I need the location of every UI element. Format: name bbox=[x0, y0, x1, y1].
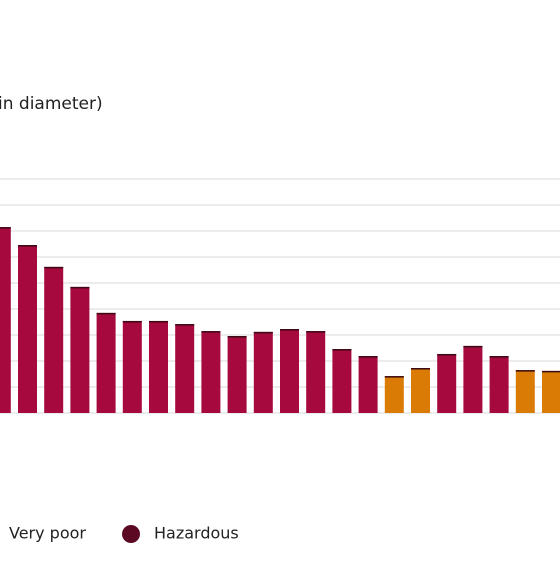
bar-cap bbox=[515, 370, 535, 372]
bar-cap bbox=[227, 336, 247, 338]
bar bbox=[515, 370, 535, 413]
chart-title: in diameter) bbox=[0, 94, 103, 114]
bar-cap bbox=[149, 320, 168, 323]
bar bbox=[253, 331, 273, 413]
bar-cap bbox=[18, 245, 37, 247]
bar bbox=[96, 312, 116, 413]
bar bbox=[122, 320, 142, 413]
bar bbox=[227, 336, 247, 413]
bar bbox=[384, 376, 404, 413]
legend-label: Very poor bbox=[9, 524, 86, 543]
bar bbox=[201, 331, 221, 413]
bar-cap bbox=[201, 331, 221, 333]
bar-cap bbox=[0, 227, 11, 229]
bar bbox=[280, 329, 299, 413]
legend-label: Hazardous bbox=[154, 524, 239, 543]
bar-cap bbox=[96, 312, 116, 315]
bar bbox=[411, 368, 430, 413]
bar-cap bbox=[358, 356, 378, 358]
bar-cap bbox=[253, 331, 273, 334]
bar-cap bbox=[332, 349, 352, 351]
bar-cap bbox=[463, 345, 483, 348]
bar-cap bbox=[122, 320, 142, 323]
bar-cap bbox=[306, 331, 326, 333]
bar-cap bbox=[411, 368, 430, 370]
bar bbox=[463, 345, 483, 413]
bar bbox=[542, 370, 560, 413]
bar bbox=[44, 266, 64, 413]
bar bbox=[70, 286, 90, 413]
bar-cap bbox=[175, 324, 195, 326]
bar bbox=[437, 353, 457, 413]
bar bbox=[0, 227, 11, 413]
bar bbox=[306, 331, 326, 413]
bar bbox=[332, 349, 352, 413]
bar bbox=[358, 356, 378, 413]
bar-cap bbox=[280, 329, 299, 331]
bar bbox=[175, 324, 195, 413]
bar-cap bbox=[70, 286, 90, 289]
bar-cap bbox=[44, 266, 64, 269]
bar-cap bbox=[542, 370, 560, 373]
bar bbox=[149, 320, 168, 413]
bar-cap bbox=[437, 353, 457, 356]
bar bbox=[489, 356, 509, 413]
legend-marker bbox=[122, 525, 140, 543]
bar-cap bbox=[384, 376, 404, 378]
bar bbox=[18, 245, 37, 413]
bar-cap bbox=[489, 356, 509, 358]
